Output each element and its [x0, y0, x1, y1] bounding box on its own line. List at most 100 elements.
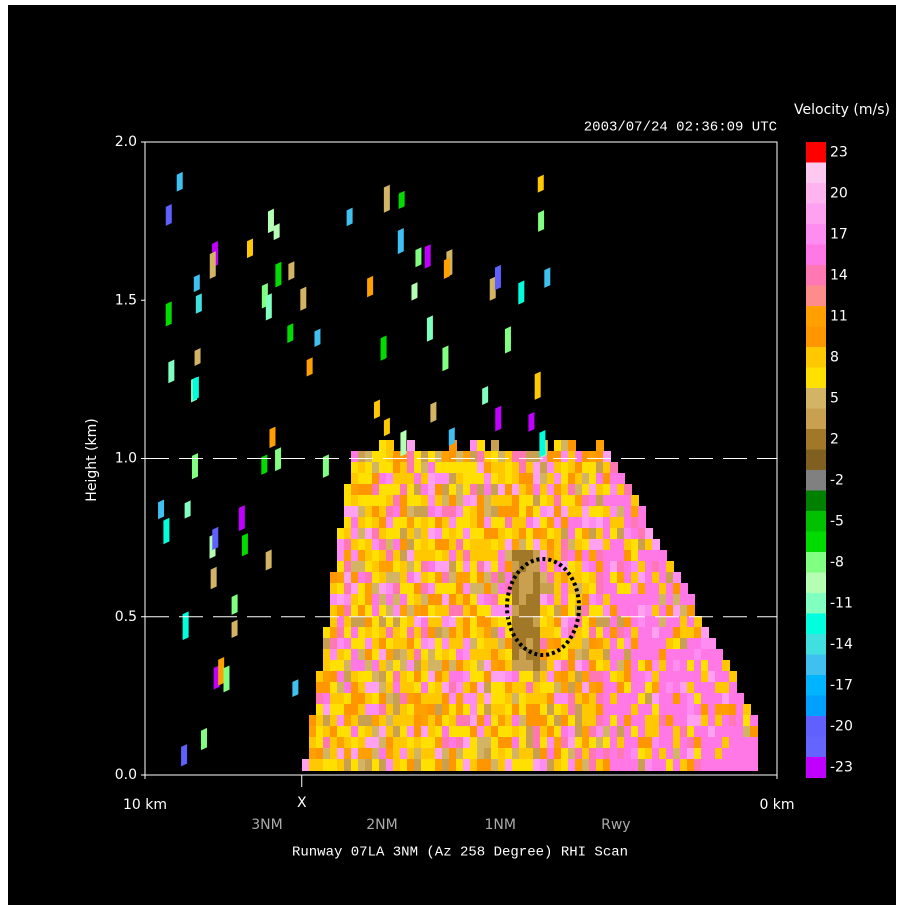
echo-cell — [631, 737, 639, 749]
echo-cell — [463, 704, 471, 716]
colorbar-tick-label: 23 — [830, 144, 848, 160]
echo-cell — [659, 704, 667, 716]
echo-cell — [498, 561, 506, 573]
echo-cell — [512, 704, 520, 716]
echo-cell — [610, 759, 618, 771]
echo-cell — [505, 737, 513, 749]
echo-cell — [544, 267, 550, 288]
echo-cell — [428, 616, 436, 628]
echo-cell — [463, 561, 471, 573]
echo-cell — [687, 627, 695, 639]
echo-cell — [365, 660, 373, 672]
echo-cell — [603, 451, 611, 463]
echo-cell — [743, 715, 751, 727]
echo-cell — [470, 638, 478, 650]
echo-cell — [330, 693, 338, 705]
echo-cell — [456, 473, 464, 485]
echo-cell — [470, 528, 478, 540]
echo-cell — [701, 726, 709, 738]
echo-cell — [372, 627, 380, 639]
echo-cell — [379, 451, 387, 463]
echo-cell — [463, 550, 471, 562]
echo-cell — [638, 561, 646, 573]
echo-cell — [456, 649, 464, 661]
echo-cell — [463, 451, 471, 463]
echo-cell — [386, 440, 394, 452]
echo-cell — [505, 539, 513, 551]
echo-cell — [610, 506, 618, 518]
echo-cell — [414, 594, 422, 606]
echo-cell — [358, 748, 366, 760]
echo-cell — [666, 583, 674, 595]
echo-cell — [715, 759, 723, 771]
echo-cell — [694, 704, 702, 716]
echo-cell — [519, 473, 527, 485]
echo-cell — [470, 627, 478, 639]
echo-cell — [435, 462, 443, 474]
echo-cell — [351, 462, 359, 474]
echo-cell — [743, 726, 751, 738]
echo-cell — [428, 561, 436, 573]
echo-cell — [484, 748, 492, 760]
echo-cell — [351, 495, 359, 507]
echo-cell — [722, 737, 730, 749]
echo-cell — [365, 539, 373, 551]
echo-cell — [421, 517, 429, 529]
echo-cell — [477, 737, 485, 749]
echo-cell — [680, 583, 688, 595]
echo-cell — [666, 671, 674, 683]
echo-cell — [330, 748, 338, 760]
echo-cell — [367, 276, 373, 297]
echo-cell — [673, 638, 681, 650]
echo-cell — [603, 649, 611, 661]
echo-cell — [526, 682, 534, 694]
echo-cell — [344, 759, 352, 771]
echo-cell — [400, 660, 408, 672]
echo-cell — [659, 561, 667, 573]
colorbar-swatch — [806, 142, 826, 163]
echo-cell — [351, 528, 359, 540]
echo-cell — [463, 693, 471, 705]
echo-cell — [631, 561, 639, 573]
echo-cell — [316, 737, 324, 749]
echo-cell — [484, 682, 492, 694]
echo-cell — [631, 539, 639, 551]
echo-cell — [638, 649, 646, 661]
echo-cell — [687, 759, 695, 771]
echo-cell — [400, 594, 408, 606]
echo-cell — [428, 715, 436, 727]
echo-cell — [414, 737, 422, 749]
echo-cell — [428, 704, 436, 716]
echo-cell — [365, 528, 373, 540]
echo-cell — [428, 583, 436, 595]
echo-cell — [477, 660, 485, 672]
echo-cell — [449, 517, 457, 529]
echo-cell — [470, 506, 478, 518]
echo-cell — [512, 605, 520, 617]
colorbar-tick-label: 8 — [830, 349, 839, 365]
echo-cell — [631, 605, 639, 617]
echo-cell — [645, 759, 653, 771]
echo-cell — [645, 528, 653, 540]
echo-cell — [582, 495, 590, 507]
echo-cell — [456, 572, 464, 584]
echo-cell — [365, 627, 373, 639]
echo-cell — [400, 528, 408, 540]
echo-cell — [694, 660, 702, 672]
echo-cell — [540, 715, 548, 727]
echo-cell — [673, 726, 681, 738]
echo-cell — [610, 572, 618, 584]
echo-cell — [512, 528, 520, 540]
echo-cell — [582, 748, 590, 760]
echo-cell — [477, 506, 485, 518]
echo-cell — [484, 572, 492, 584]
echo-cell — [673, 693, 681, 705]
echo-cell — [694, 682, 702, 694]
echo-cell — [449, 616, 457, 628]
echo-cell — [463, 539, 471, 551]
echo-cell — [379, 473, 387, 485]
echo-cell — [750, 748, 758, 760]
echo-cell — [526, 473, 534, 485]
colorbar-swatch — [806, 368, 826, 389]
echo-cell — [484, 693, 492, 705]
